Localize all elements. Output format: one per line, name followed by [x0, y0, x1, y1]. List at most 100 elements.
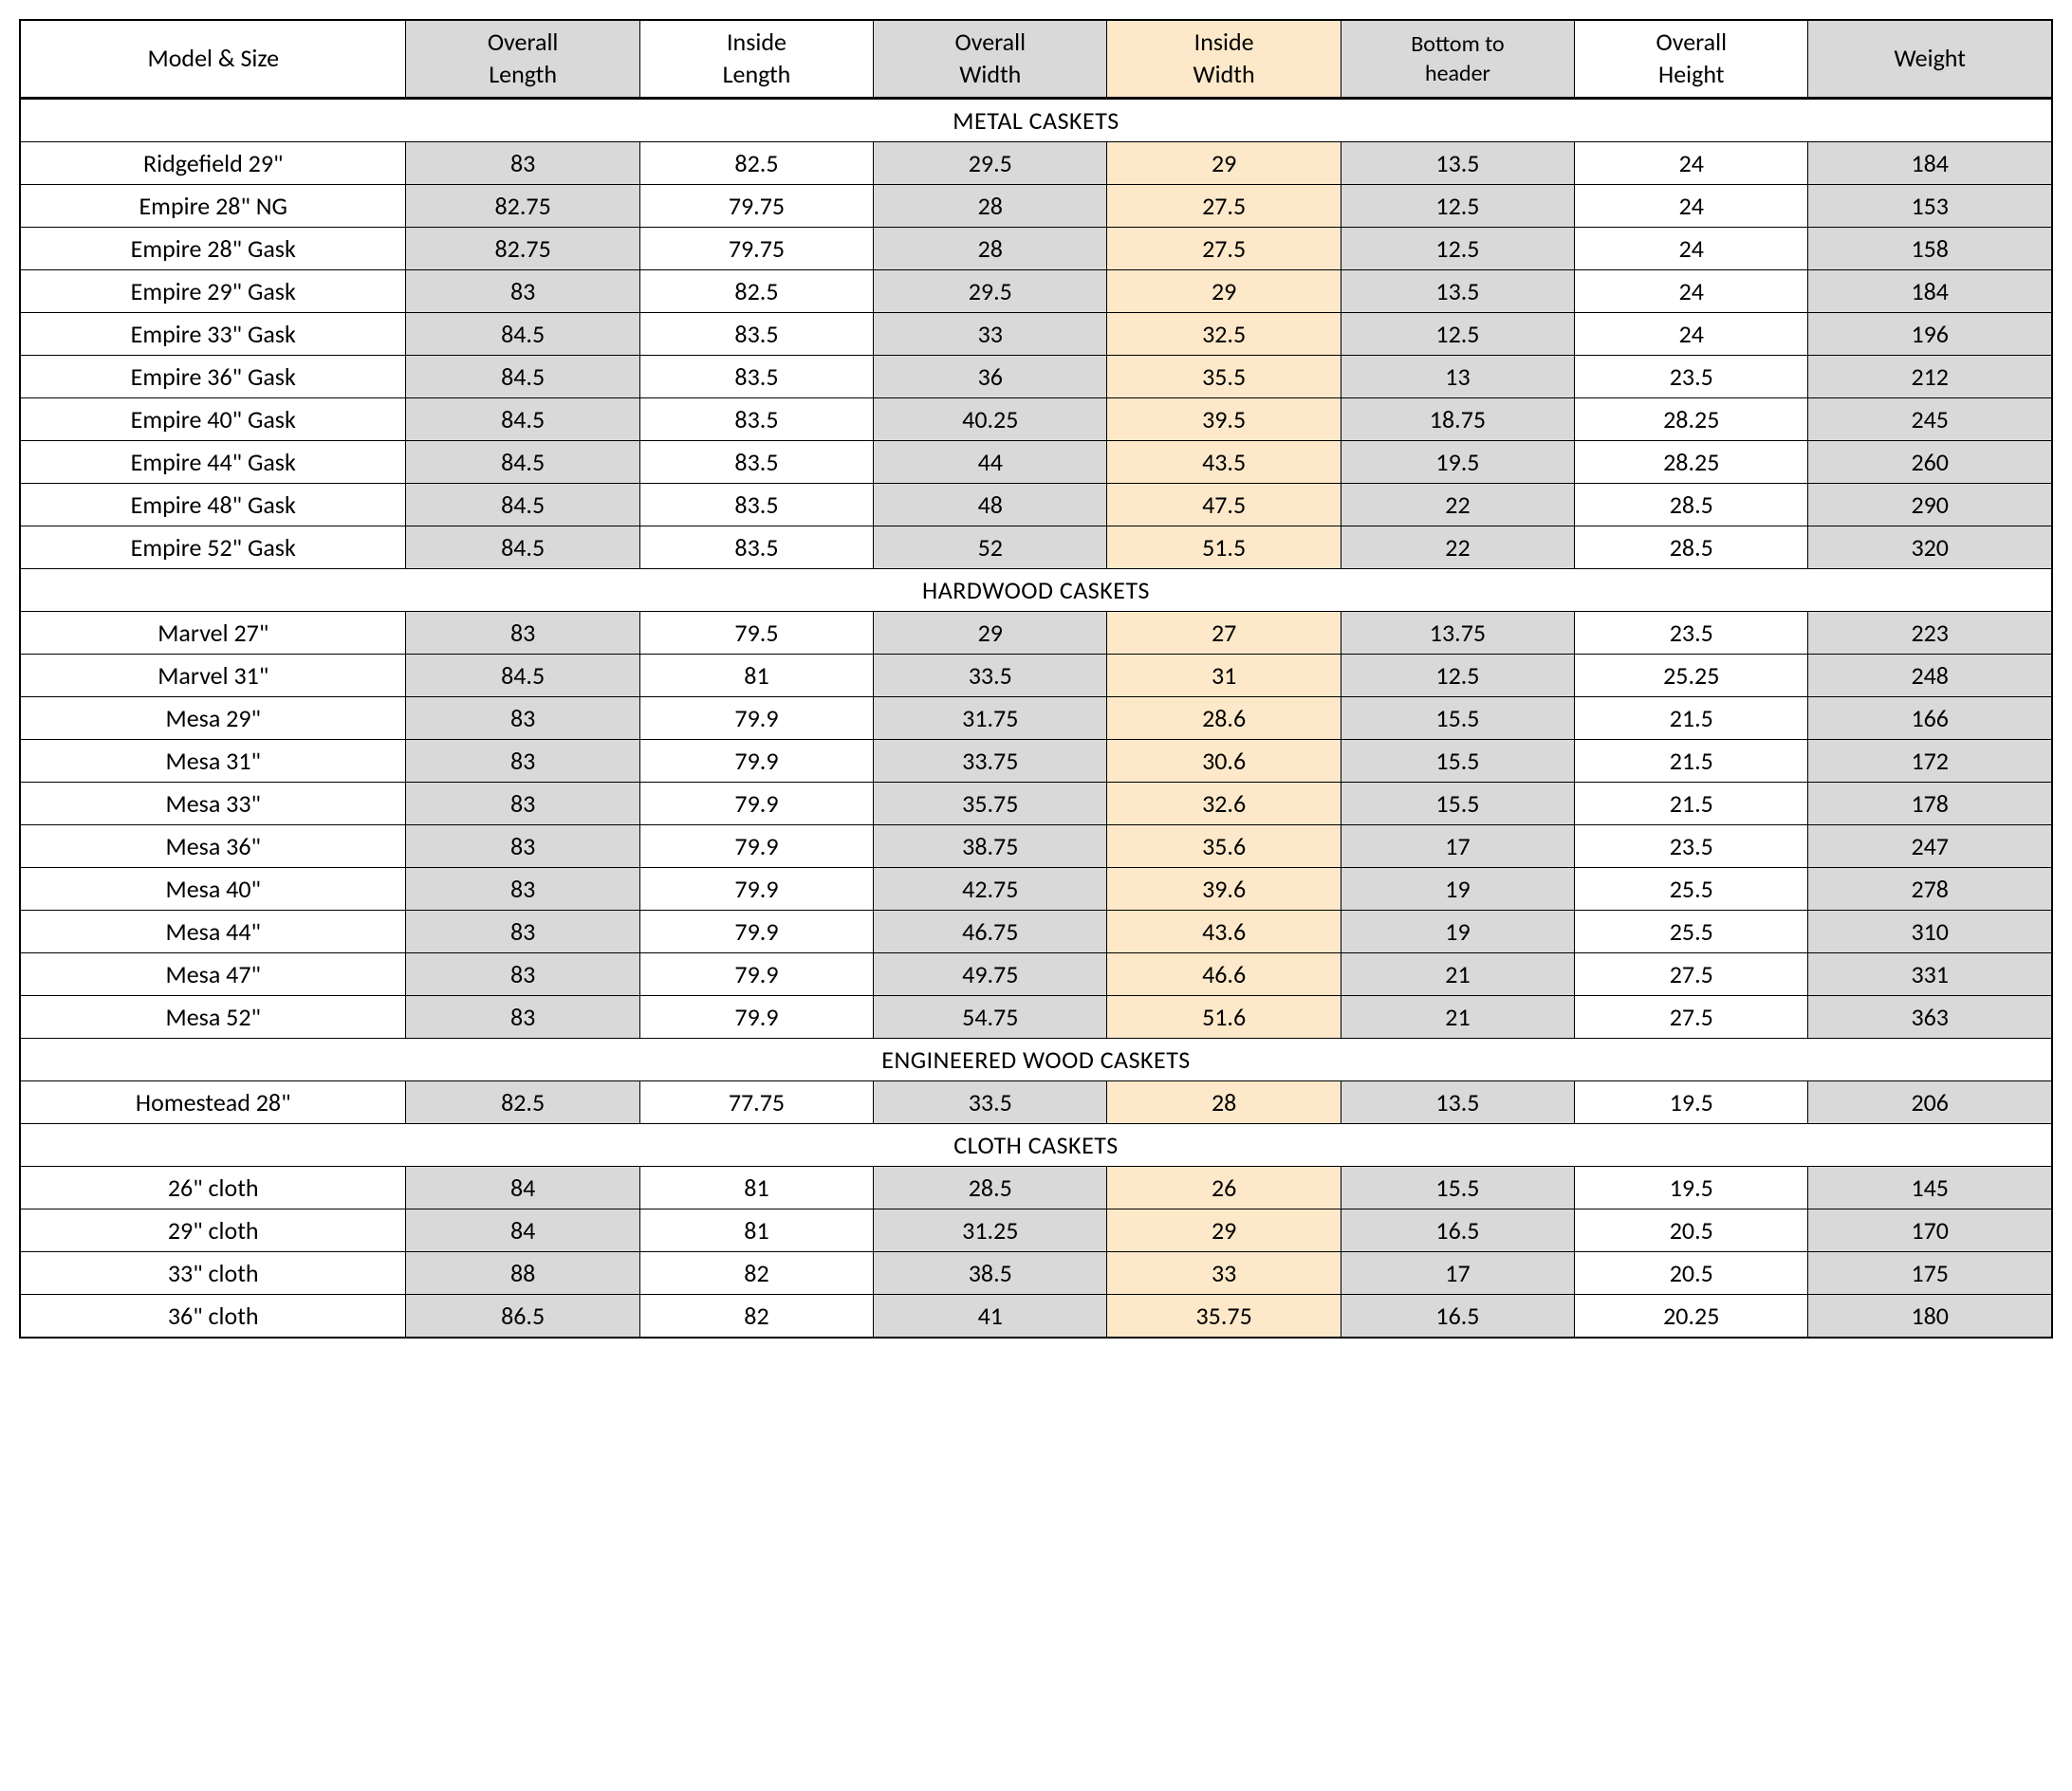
cell-weight: 310 — [1808, 910, 2052, 952]
cell-model: Empire 28" NG — [20, 184, 406, 227]
cell-inside_length: 81 — [639, 654, 873, 696]
cell-weight: 206 — [1808, 1080, 2052, 1123]
cell-inside_width: 32.5 — [1107, 312, 1341, 355]
section-header-row: HARDWOOD CASKETS — [20, 568, 2052, 611]
cell-overall_height: 24 — [1575, 312, 1808, 355]
cell-weight: 184 — [1808, 141, 2052, 184]
cell-inside_length: 79.9 — [639, 952, 873, 995]
table-row: Marvel 27"8379.5292713.7523.5223 — [20, 611, 2052, 654]
cell-weight: 175 — [1808, 1251, 2052, 1294]
cell-inside_length: 83.5 — [639, 440, 873, 483]
col-header-model: Model & Size — [20, 20, 406, 98]
col-header-label: Model & Size — [25, 43, 401, 75]
cell-model: Empire 36" Gask — [20, 355, 406, 397]
cell-overall_width: 29 — [874, 611, 1107, 654]
cell-inside_length: 83.5 — [639, 526, 873, 568]
table-row: Mesa 47"8379.949.7546.62127.5331 — [20, 952, 2052, 995]
cell-bottom_header: 13.5 — [1341, 269, 1574, 312]
cell-model: Mesa 33" — [20, 782, 406, 824]
cell-overall_length: 84.5 — [406, 355, 639, 397]
cell-model: Empire 40" Gask — [20, 397, 406, 440]
cell-inside_width: 39.5 — [1107, 397, 1341, 440]
cell-weight: 184 — [1808, 269, 2052, 312]
cell-overall_width: 44 — [874, 440, 1107, 483]
col-header-line2: Width — [1111, 59, 1336, 91]
cell-overall_height: 25.5 — [1575, 867, 1808, 910]
cell-overall_height: 23.5 — [1575, 611, 1808, 654]
cell-overall_length: 84.5 — [406, 654, 639, 696]
cell-overall_height: 24 — [1575, 227, 1808, 269]
col-header-inside_length: InsideLength — [639, 20, 873, 98]
table-row: Mesa 40"8379.942.7539.61925.5278 — [20, 867, 2052, 910]
cell-inside_width: 29 — [1107, 269, 1341, 312]
cell-weight: 145 — [1808, 1166, 2052, 1209]
cell-inside_length: 79.9 — [639, 995, 873, 1038]
table-row: Ridgefield 29"8382.529.52913.524184 — [20, 141, 2052, 184]
cell-overall_height: 25.5 — [1575, 910, 1808, 952]
cell-model: Mesa 52" — [20, 995, 406, 1038]
cell-inside_length: 81 — [639, 1166, 873, 1209]
cell-inside_width: 43.5 — [1107, 440, 1341, 483]
cell-weight: 158 — [1808, 227, 2052, 269]
cell-overall_width: 38.5 — [874, 1251, 1107, 1294]
col-header-line1: Inside — [644, 27, 869, 59]
cell-overall_length: 84.5 — [406, 526, 639, 568]
cell-bottom_header: 13 — [1341, 355, 1574, 397]
cell-overall_length: 83 — [406, 824, 639, 867]
cell-weight: 180 — [1808, 1294, 2052, 1338]
cell-overall_length: 83 — [406, 867, 639, 910]
cell-overall_length: 82.75 — [406, 227, 639, 269]
cell-overall_width: 49.75 — [874, 952, 1107, 995]
cell-model: Mesa 44" — [20, 910, 406, 952]
cell-bottom_header: 15.5 — [1341, 696, 1574, 739]
cell-model: 26" cloth — [20, 1166, 406, 1209]
cell-overall_width: 33.5 — [874, 654, 1107, 696]
cell-overall_height: 27.5 — [1575, 995, 1808, 1038]
cell-inside_width: 43.6 — [1107, 910, 1341, 952]
col-header-overall_length: OverallLength — [406, 20, 639, 98]
cell-inside_length: 79.9 — [639, 739, 873, 782]
cell-model: Empire 48" Gask — [20, 483, 406, 526]
cell-bottom_header: 22 — [1341, 483, 1574, 526]
cell-inside_width: 32.6 — [1107, 782, 1341, 824]
cell-weight: 212 — [1808, 355, 2052, 397]
table-row: Empire 29" Gask8382.529.52913.524184 — [20, 269, 2052, 312]
cell-inside_length: 83.5 — [639, 397, 873, 440]
cell-weight: 248 — [1808, 654, 2052, 696]
cell-inside_width: 29 — [1107, 1209, 1341, 1251]
cell-inside_length: 79.5 — [639, 611, 873, 654]
col-header-bottom_header: Bottom toheader — [1341, 20, 1574, 98]
cell-inside_length: 82.5 — [639, 269, 873, 312]
cell-overall_height: 19.5 — [1575, 1166, 1808, 1209]
cell-bottom_header: 19 — [1341, 910, 1574, 952]
cell-bottom_header: 17 — [1341, 824, 1574, 867]
cell-inside_width: 47.5 — [1107, 483, 1341, 526]
col-header-line1: Bottom to — [1345, 29, 1570, 59]
cell-bottom_header: 13.75 — [1341, 611, 1574, 654]
cell-overall_length: 83 — [406, 910, 639, 952]
cell-overall_length: 83 — [406, 952, 639, 995]
cell-overall_length: 83 — [406, 269, 639, 312]
cell-bottom_header: 13.5 — [1341, 1080, 1574, 1123]
cell-overall_length: 84.5 — [406, 483, 639, 526]
cell-weight: 290 — [1808, 483, 2052, 526]
cell-weight: 170 — [1808, 1209, 2052, 1251]
cell-overall_length: 82.75 — [406, 184, 639, 227]
cell-overall_width: 48 — [874, 483, 1107, 526]
cell-overall_height: 21.5 — [1575, 696, 1808, 739]
table-row: Empire 28" Gask82.7579.752827.512.524158 — [20, 227, 2052, 269]
cell-model: Mesa 36" — [20, 824, 406, 867]
table-row: 33" cloth888238.5331720.5175 — [20, 1251, 2052, 1294]
cell-model: Mesa 40" — [20, 867, 406, 910]
cell-overall_height: 23.5 — [1575, 355, 1808, 397]
cell-overall_height: 28.5 — [1575, 526, 1808, 568]
cell-model: Empire 52" Gask — [20, 526, 406, 568]
cell-inside_width: 51.6 — [1107, 995, 1341, 1038]
cell-bottom_header: 17 — [1341, 1251, 1574, 1294]
cell-inside_length: 79.9 — [639, 782, 873, 824]
col-header-line2: Height — [1579, 59, 1804, 91]
cell-inside_width: 28 — [1107, 1080, 1341, 1123]
cell-inside_length: 82 — [639, 1294, 873, 1338]
table-row: Mesa 44"8379.946.7543.61925.5310 — [20, 910, 2052, 952]
cell-bottom_header: 16.5 — [1341, 1294, 1574, 1338]
